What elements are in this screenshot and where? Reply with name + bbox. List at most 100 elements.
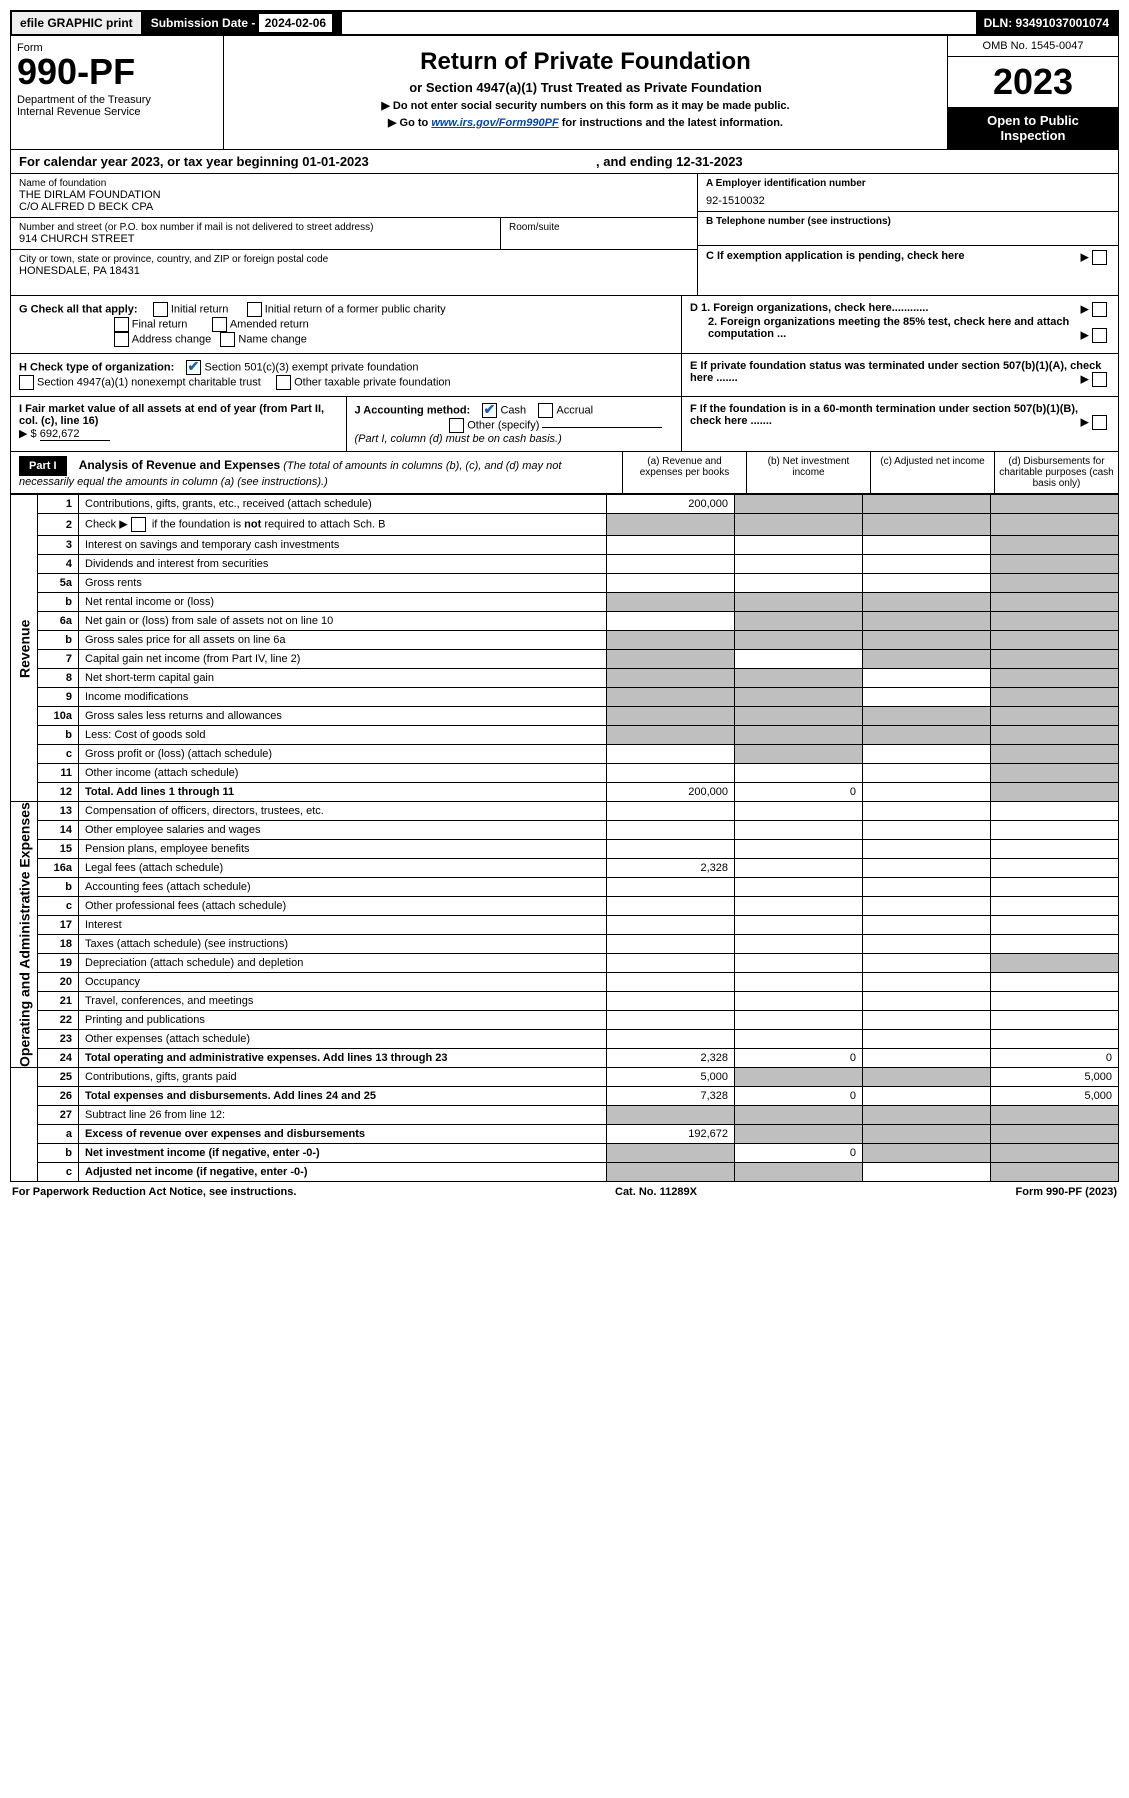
row-26-b: 0 (735, 1087, 863, 1106)
submission-date-label: Submission Date - 2024-02-06 (143, 12, 342, 34)
row-10b-desc: Less: Cost of goods sold (79, 726, 607, 745)
check-row-ijf: I Fair market value of all assets at end… (10, 397, 1119, 452)
row-27b-desc: Net investment income (if negative, ente… (79, 1144, 607, 1163)
table-row: 14Other employee salaries and wages (11, 821, 1119, 840)
efile-print-button[interactable]: efile GRAPHIC print (12, 12, 143, 34)
col-a-header: (a) Revenue and expenses per books (622, 452, 746, 493)
open-to-public: Open to Public Inspection (948, 107, 1118, 149)
page-footer: For Paperwork Reduction Act Notice, see … (10, 1182, 1119, 1202)
row-5b-desc: Net rental income or (loss) (79, 593, 607, 612)
table-row: bNet investment income (if negative, ent… (11, 1144, 1119, 1163)
table-row: 7Capital gain net income (from Part IV, … (11, 650, 1119, 669)
table-row: bNet rental income or (loss) (11, 593, 1119, 612)
e-label: E If private foundation status was termi… (690, 360, 1101, 384)
h-opt-3: Other taxable private foundation (294, 376, 451, 388)
checkbox-c[interactable] (1092, 250, 1107, 265)
checkbox-d2[interactable] (1092, 328, 1107, 343)
g-opt-3: Initial return of a former public charit… (265, 303, 446, 315)
row-16c-desc: Other professional fees (attach schedule… (79, 897, 607, 916)
row-7-desc: Capital gain net income (from Part IV, l… (79, 650, 607, 669)
row-16b-desc: Accounting fees (attach schedule) (79, 878, 607, 897)
row-6a-desc: Net gain or (loss) from sale of assets n… (79, 612, 607, 631)
row-14-desc: Other employee salaries and wages (79, 821, 607, 840)
part1-title: Analysis of Revenue and Expenses (79, 458, 280, 472)
table-row: 20Occupancy (11, 973, 1119, 992)
calendar-year-row: For calendar year 2023, or tax year begi… (10, 150, 1119, 174)
row-5a-desc: Gross rents (79, 574, 607, 593)
checkbox-final-return[interactable] (114, 317, 129, 332)
table-row: Revenue 1Contributions, gifts, grants, e… (11, 495, 1119, 514)
j-cash: Cash (500, 404, 526, 416)
city-label: City or town, state or province, country… (19, 254, 689, 265)
table-row: 27Subtract line 26 from line 12: (11, 1106, 1119, 1125)
checkbox-4947a1[interactable] (19, 375, 34, 390)
check-row-gd: G Check all that apply: Initial return I… (10, 296, 1119, 354)
row-27a-a: 192,672 (607, 1125, 735, 1144)
d2-label: 2. Foreign organizations meeting the 85%… (708, 316, 1069, 340)
row-21-desc: Travel, conferences, and meetings (79, 992, 607, 1011)
row-26-desc: Total expenses and disbursements. Add li… (79, 1087, 607, 1106)
checkbox-e[interactable] (1092, 372, 1107, 387)
row-27c-desc: Adjusted net income (if negative, enter … (79, 1163, 607, 1182)
h-opt-1: Section 501(c)(3) exempt private foundat… (204, 361, 418, 373)
col-d-header: (d) Disbursements for charitable purpose… (994, 452, 1118, 493)
cal-end: 12-31-2023 (676, 154, 743, 169)
row-12-a: 200,000 (607, 783, 735, 802)
top-bar: efile GRAPHIC print Submission Date - 20… (10, 10, 1119, 36)
checkbox-f[interactable] (1092, 415, 1107, 430)
table-row: 21Travel, conferences, and meetings (11, 992, 1119, 1011)
g-opt-1: Final return (132, 318, 188, 330)
checkbox-501c3[interactable] (186, 360, 201, 375)
row-2-pre: Check ▶ (85, 518, 131, 530)
dept-treasury: Department of the Treasury Internal Reve… (17, 94, 217, 118)
col-b-header: (b) Net investment income (746, 452, 870, 493)
checkbox-initial-return[interactable] (153, 302, 168, 317)
table-row: 26Total expenses and disbursements. Add … (11, 1087, 1119, 1106)
checkbox-schb[interactable] (131, 517, 146, 532)
checkbox-name-change[interactable] (220, 332, 235, 347)
row-19-desc: Depreciation (attach schedule) and deple… (79, 954, 607, 973)
part1-table: Revenue 1Contributions, gifts, grants, e… (10, 494, 1119, 1182)
checkbox-d1[interactable] (1092, 302, 1107, 317)
row-26-d: 5,000 (991, 1087, 1119, 1106)
g-opt-2: Address change (132, 333, 212, 345)
checkbox-initial-former[interactable] (247, 302, 262, 317)
section-c-label: C If exemption application is pending, c… (706, 250, 965, 262)
row-3-desc: Interest on savings and temporary cash i… (79, 536, 607, 555)
form-year-block: OMB No. 1545-0047 2023 Open to Public In… (947, 36, 1118, 149)
row-13-desc: Compensation of officers, directors, tru… (79, 802, 607, 821)
table-row: 25Contributions, gifts, grants paid5,000… (11, 1068, 1119, 1087)
table-row: cAdjusted net income (if negative, enter… (11, 1163, 1119, 1182)
h-opt-2: Section 4947(a)(1) nonexempt charitable … (37, 376, 261, 388)
table-row: 4Dividends and interest from securities (11, 555, 1119, 574)
table-row: 9Income modifications (11, 688, 1119, 707)
form-note-2: ▶ Go to www.irs.gov/Form990PF for instru… (232, 116, 939, 129)
row-23-desc: Other expenses (attach schedule) (79, 1030, 607, 1049)
j-accrual: Accrual (556, 404, 593, 416)
cal-begin: 01-01-2023 (302, 154, 369, 169)
footer-mid: Cat. No. 11289X (615, 1186, 697, 1198)
j-note: (Part I, column (d) must be on cash basi… (355, 433, 562, 445)
checkbox-other-method[interactable] (449, 418, 464, 433)
tel-label: B Telephone number (see instructions) (706, 216, 1110, 227)
f-label: F If the foundation is in a 60-month ter… (690, 403, 1078, 427)
row-26-a: 7,328 (607, 1087, 735, 1106)
table-row: 2Check ▶ if the foundation is not requir… (11, 514, 1119, 536)
table-row: bAccounting fees (attach schedule) (11, 878, 1119, 897)
foundation-info: Name of foundation THE DIRLAM FOUNDATION… (10, 174, 1119, 296)
g-label: G Check all that apply: (19, 303, 138, 315)
table-row: 19Depreciation (attach schedule) and dep… (11, 954, 1119, 973)
irs-link[interactable]: www.irs.gov/Form990PF (431, 117, 558, 129)
form-number-block: Form 990-PF Department of the Treasury I… (11, 36, 224, 149)
checkbox-amended[interactable] (212, 317, 227, 332)
omb-number: OMB No. 1545-0047 (948, 36, 1118, 57)
checkbox-accrual[interactable] (538, 403, 553, 418)
g-opt-5: Name change (238, 333, 307, 345)
row-22-desc: Printing and publications (79, 1011, 607, 1030)
checkbox-other-taxable[interactable] (276, 375, 291, 390)
table-row: 10aGross sales less returns and allowanc… (11, 707, 1119, 726)
checkbox-addr-change[interactable] (114, 332, 129, 347)
ein-label: A Employer identification number (706, 178, 1110, 189)
checkbox-cash[interactable] (482, 403, 497, 418)
row-17-desc: Interest (79, 916, 607, 935)
